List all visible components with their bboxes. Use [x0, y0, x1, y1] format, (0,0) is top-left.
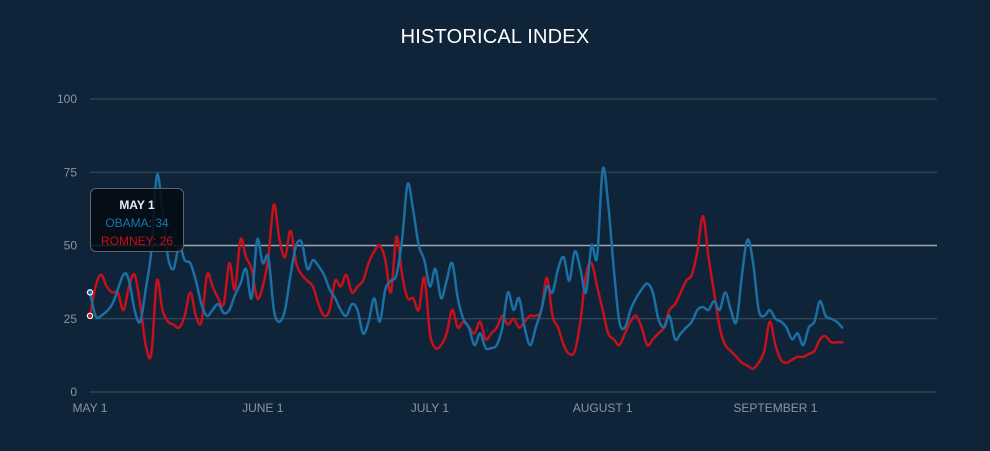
hover-marker-romney: [86, 312, 94, 320]
tooltip-date: MAY 1: [119, 198, 155, 212]
x-tick-label: AUGUST 1: [573, 401, 633, 415]
axis-labels: 0 25 50 75 100 MAY 1 JUNE 1 JULY 1 AUGUST 1 SEPTE…: [57, 92, 818, 415]
series-lines: [88, 166, 844, 370]
x-tick-label: JUNE 1: [242, 401, 284, 415]
hover-markers: [86, 289, 94, 320]
series-line-obama: [88, 166, 844, 351]
series-line-romney: [88, 203, 844, 370]
hover-marker-obama: [86, 289, 94, 296]
hover-tooltip: MAY 1 OBAMA: 34 ROMNEY: 26: [90, 188, 184, 252]
y-tick-label: 75: [64, 165, 78, 179]
y-tick-label: 25: [64, 312, 78, 326]
grid-lines: [90, 98, 937, 393]
x-tick-label: JULY 1: [411, 401, 450, 415]
y-tick-label: 100: [57, 92, 77, 106]
chart-title: HISTORICAL INDEX: [400, 26, 590, 48]
x-tick-label: SEPTEMBER 1: [733, 401, 817, 415]
y-tick-label: 50: [64, 239, 78, 253]
tooltip-obama-value: OBAMA: 34: [105, 216, 169, 230]
x-tick-label: MAY 1: [73, 401, 108, 415]
y-tick-label: 0: [70, 385, 77, 399]
tooltip-romney-value: ROMNEY: 26: [100, 234, 174, 248]
